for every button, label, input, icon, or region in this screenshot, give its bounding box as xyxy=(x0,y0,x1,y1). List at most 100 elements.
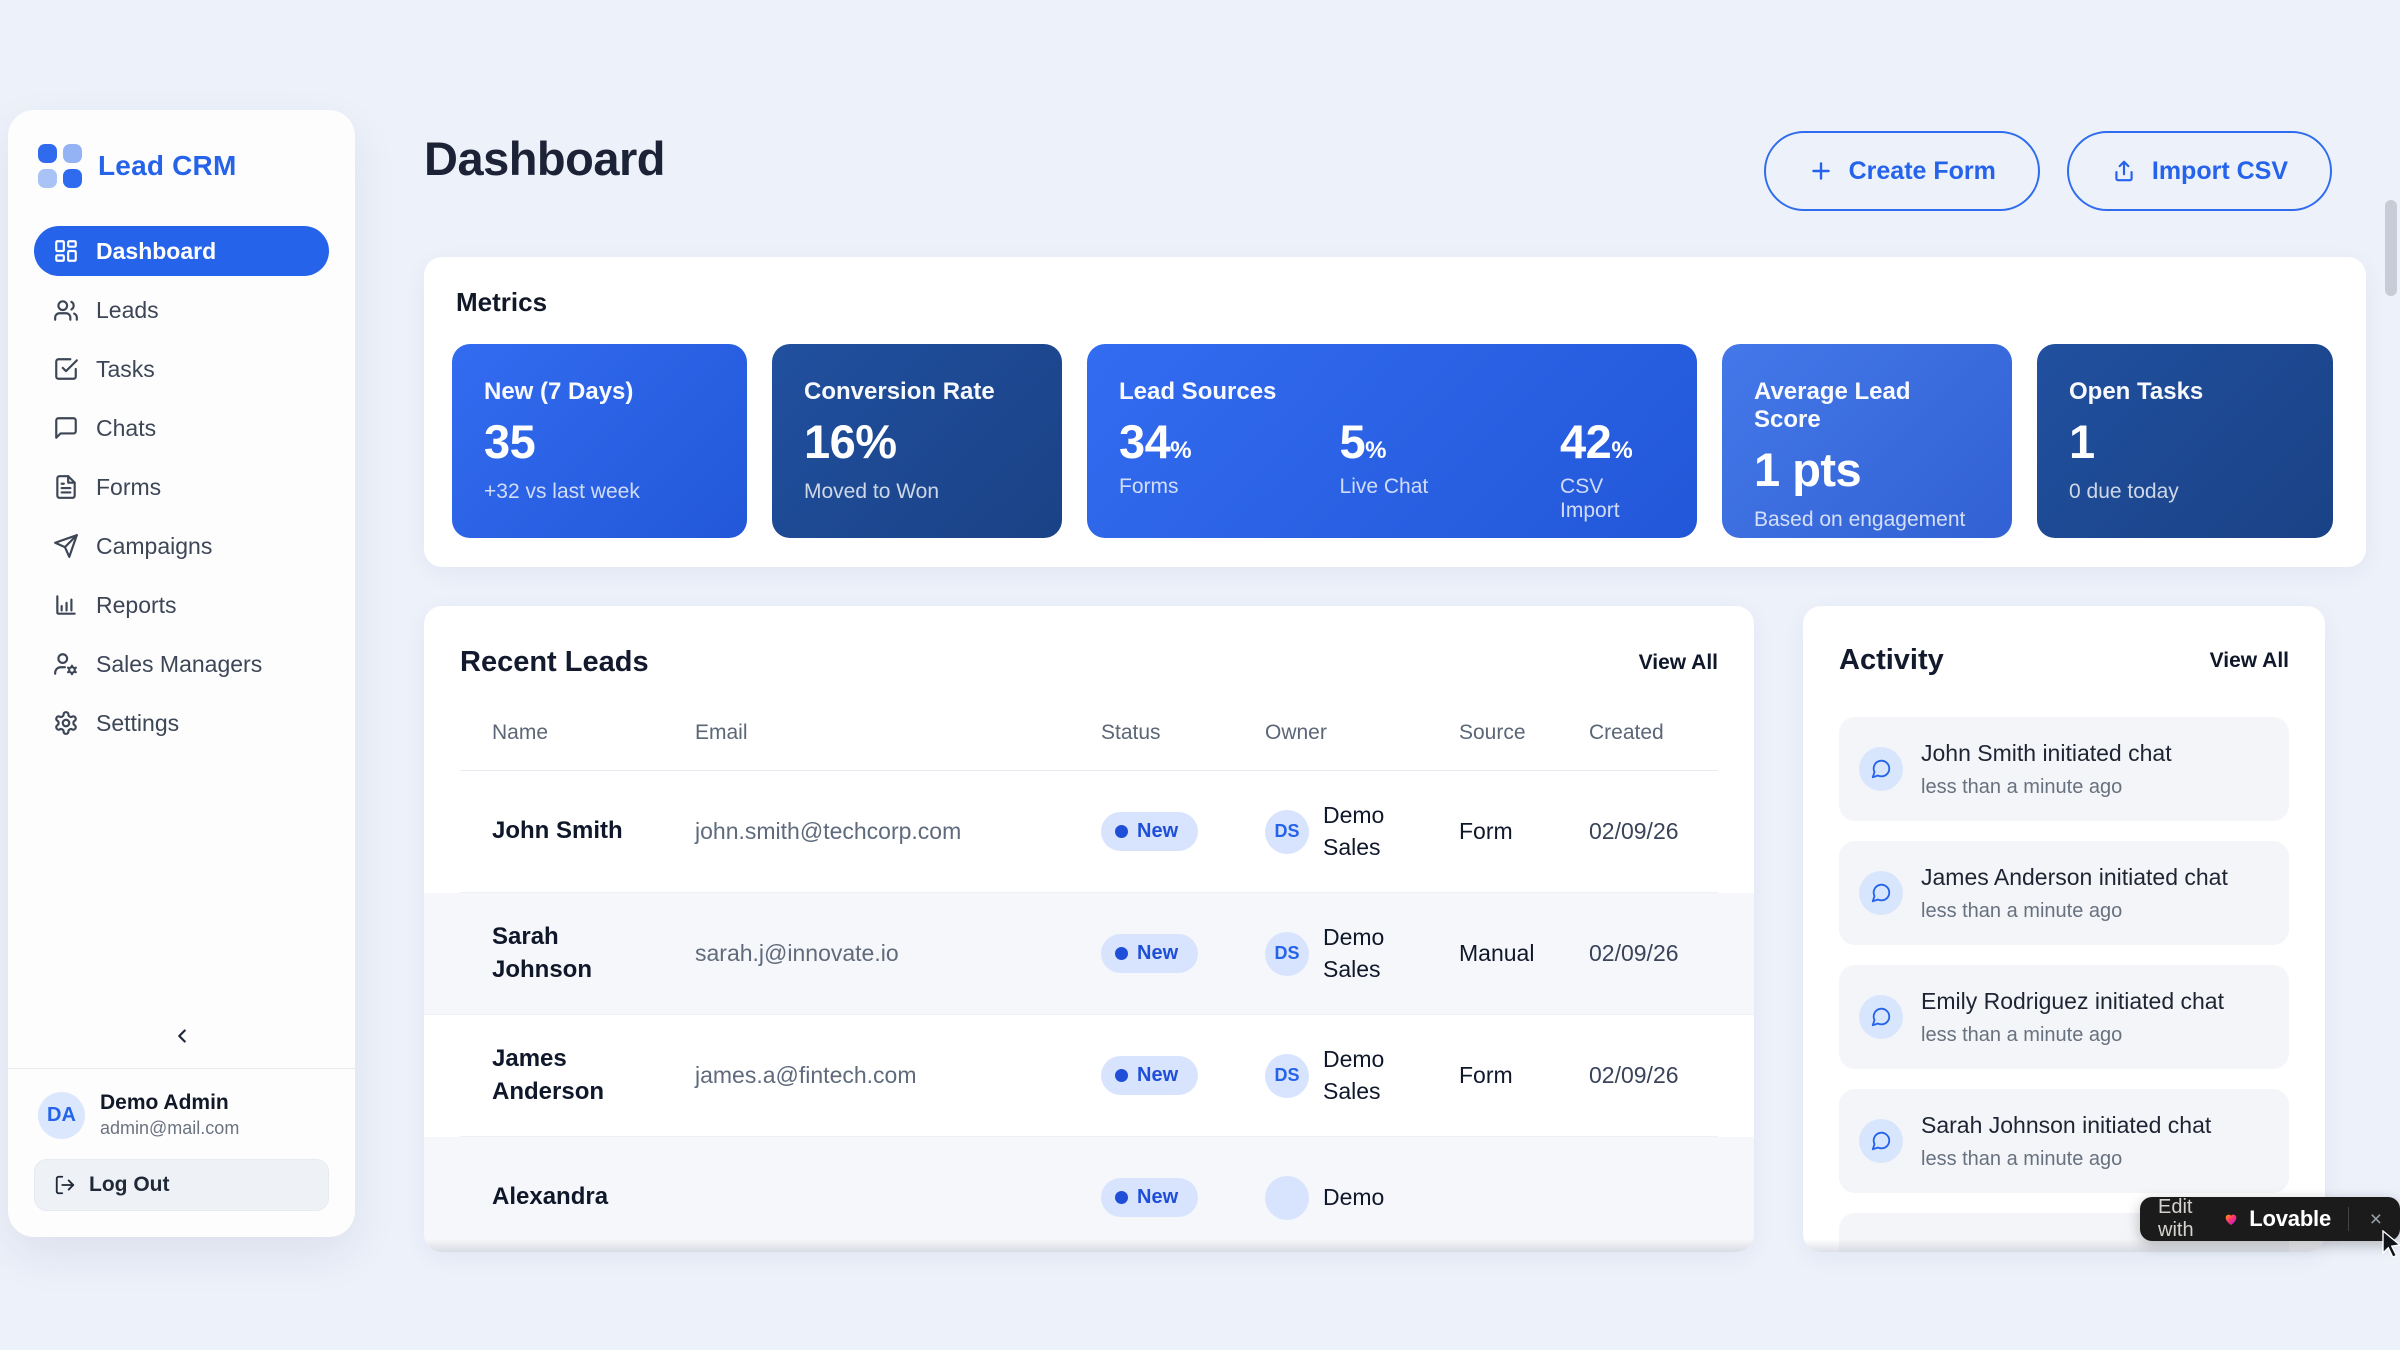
metric-label: Lead Sources xyxy=(1119,378,1277,405)
metric-subtext: +32 vs last week xyxy=(484,480,640,503)
sidebar-item-label: Dashboard xyxy=(96,237,217,264)
sidebar-item-reports[interactable]: Reports xyxy=(34,580,329,630)
activity-list: John Smith initiated chat less than a mi… xyxy=(1839,717,2289,1252)
metric-label: Average Lead Score xyxy=(1754,378,1911,433)
lead-source: Manual xyxy=(1459,940,1535,966)
lead-email: john.smith@techcorp.com xyxy=(695,818,962,844)
recent-leads-view-all-link[interactable]: View All xyxy=(1638,650,1718,674)
app-logo: Lead CRM xyxy=(38,144,325,188)
metric-label: Conversion Rate xyxy=(804,378,995,405)
sidebar-item-tasks[interactable]: Tasks xyxy=(34,344,329,394)
sidebar-collapse-button[interactable] xyxy=(162,1020,202,1052)
send-icon xyxy=(54,534,78,558)
status-dot-icon xyxy=(1115,1191,1128,1204)
activity-item-title: Emily Rodriguez initiated chat xyxy=(1921,987,2224,1014)
metric-conversion-rate: Conversion Rate 16% Moved to Won xyxy=(772,344,1062,538)
list-item[interactable]: Sarah Johnson initiated chat less than a… xyxy=(1839,1089,2289,1193)
sidebar-item-chats[interactable]: Chats xyxy=(34,403,329,453)
chat-bubble-round-icon xyxy=(1859,747,1903,791)
table-row[interactable]: James Anderson james.a@fintech.com New D… xyxy=(460,1015,1718,1137)
user-avatar: DA xyxy=(38,1091,85,1139)
upload-icon xyxy=(2115,160,2133,182)
lovable-badge-divider xyxy=(2348,1207,2349,1231)
status-badge: New xyxy=(1101,1178,1199,1217)
table-row[interactable]: John Smith john.smith@techcorp.com New D… xyxy=(460,771,1718,893)
activity-item-title: James Anderson initiated chat xyxy=(1921,863,2228,890)
lead-created: 02/09/26 xyxy=(1589,818,1679,844)
sidebar-item-sales-managers[interactable]: Sales Managers xyxy=(34,639,329,689)
sidebar-item-settings[interactable]: Settings xyxy=(34,698,329,748)
list-item[interactable]: James Anderson initiated chat less than … xyxy=(1839,841,2289,945)
status-badge: New xyxy=(1101,934,1199,973)
lead-email: sarah.j@innovate.io xyxy=(695,940,899,966)
list-item[interactable]: John Smith initiated chat less than a mi… xyxy=(1839,717,2289,821)
lovable-badge-brand: Lovable xyxy=(2249,1206,2331,1231)
create-form-button[interactable]: Create Form xyxy=(1763,131,2040,211)
chat-bubble-round-icon xyxy=(1859,1119,1903,1163)
lovable-heart-icon xyxy=(2225,1214,2237,1226)
dashboard-grid-icon xyxy=(55,240,77,262)
metrics-heading: Metrics xyxy=(456,287,548,317)
metric-new-7-days: New (7 Days) 35 +32 vs last week xyxy=(452,344,747,538)
recent-leads-title: Recent Leads xyxy=(460,646,649,678)
user-email: admin@mail.com xyxy=(100,1118,240,1138)
sidebar-nav: Dashboard Leads Tasks Chats Forms Campai… xyxy=(34,226,329,748)
sidebar-item-label: Settings xyxy=(96,709,180,736)
owner-name: Demo Sales xyxy=(1323,924,1385,982)
sidebar: Lead CRM Dashboard Leads Tasks Chats For… xyxy=(8,110,355,1237)
activity-view-all-link[interactable]: View All xyxy=(2209,648,2289,672)
activity-item-title: John Smith initiated chat xyxy=(1921,739,2172,766)
metric-tiles: New (7 Days) 35 +32 vs last week Convers… xyxy=(452,344,2338,538)
chat-bubble-round-icon xyxy=(1859,871,1903,915)
status-dot-icon xyxy=(1115,825,1128,838)
sidebar-divider xyxy=(8,1068,355,1069)
app-name: Lead CRM xyxy=(98,150,237,181)
scrollbar-thumb[interactable] xyxy=(2385,200,2397,296)
column-header-email: Email xyxy=(695,721,748,744)
activity-panel: Activity View All John Smith initiated c… xyxy=(1803,606,2325,1252)
lead-source: Form xyxy=(1459,818,1513,844)
sidebar-item-forms[interactable]: Forms xyxy=(34,462,329,512)
edit-with-lovable-badge[interactable]: Edit with Lovable × xyxy=(2140,1196,2400,1241)
sidebar-item-label: Sales Managers xyxy=(96,650,263,677)
sidebar-item-leads[interactable]: Leads xyxy=(34,285,329,335)
status-badge: New xyxy=(1101,812,1199,851)
page-title: Dashboard xyxy=(424,132,666,185)
sidebar-item-label: Reports xyxy=(96,591,177,618)
logout-button[interactable]: Log Out xyxy=(34,1159,329,1211)
owner-avatar: DS xyxy=(1265,1053,1309,1098)
metric-subtext: Based on engagement xyxy=(1754,508,1966,531)
status-dot-icon xyxy=(1115,947,1128,960)
owner-avatar: DS xyxy=(1265,931,1309,976)
lead-created: 02/09/26 xyxy=(1589,1062,1679,1088)
metrics-section: Metrics New (7 Days) 35 +32 vs last week… xyxy=(424,257,2366,567)
metric-open-tasks: Open Tasks 1 0 due today xyxy=(2037,344,2333,538)
lead-source-forms: 34% Forms xyxy=(1119,415,1192,498)
import-csv-label: Import CSV xyxy=(2151,156,2288,185)
logout-icon xyxy=(55,1175,75,1195)
owner-avatar: DS xyxy=(1265,809,1309,854)
metric-subtext: 0 due today xyxy=(2069,480,2179,503)
user-profile[interactable]: DA Demo Admin admin@mail.com xyxy=(34,1069,329,1159)
activity-item-time: less than a minute ago xyxy=(1921,775,2123,798)
lead-created: 02/09/26 xyxy=(1589,940,1679,966)
sidebar-item-dashboard[interactable]: Dashboard xyxy=(34,226,329,276)
close-icon[interactable]: × xyxy=(2366,1207,2386,1232)
chevron-left-icon xyxy=(177,1029,186,1043)
column-header-name: Name xyxy=(492,721,549,744)
table-row[interactable]: Alexandra New Demo xyxy=(424,1137,1754,1252)
lead-name: James Anderson xyxy=(492,1045,605,1105)
users-icon xyxy=(54,300,78,321)
lead-source-live-chat: 5% Live Chat xyxy=(1339,415,1429,498)
status-badge: New xyxy=(1101,1056,1199,1095)
sidebar-item-campaigns[interactable]: Campaigns xyxy=(34,521,329,571)
table-row[interactable]: Sarah Johnson sarah.j@innovate.io New DS… xyxy=(424,893,1754,1015)
status-dot-icon xyxy=(1115,1069,1128,1082)
import-csv-button[interactable]: Import CSV xyxy=(2066,131,2332,211)
column-header-source: Source xyxy=(1459,721,1526,744)
bar-chart-icon xyxy=(56,595,76,615)
metric-average-lead-score: Average Lead Score 1 pts Based on engage… xyxy=(1722,344,2012,538)
logout-label: Log Out xyxy=(89,1173,170,1196)
list-item[interactable]: Emily Rodriguez initiated chat less than… xyxy=(1839,965,2289,1069)
activity-item-time: less than a minute ago xyxy=(1921,1023,2123,1046)
